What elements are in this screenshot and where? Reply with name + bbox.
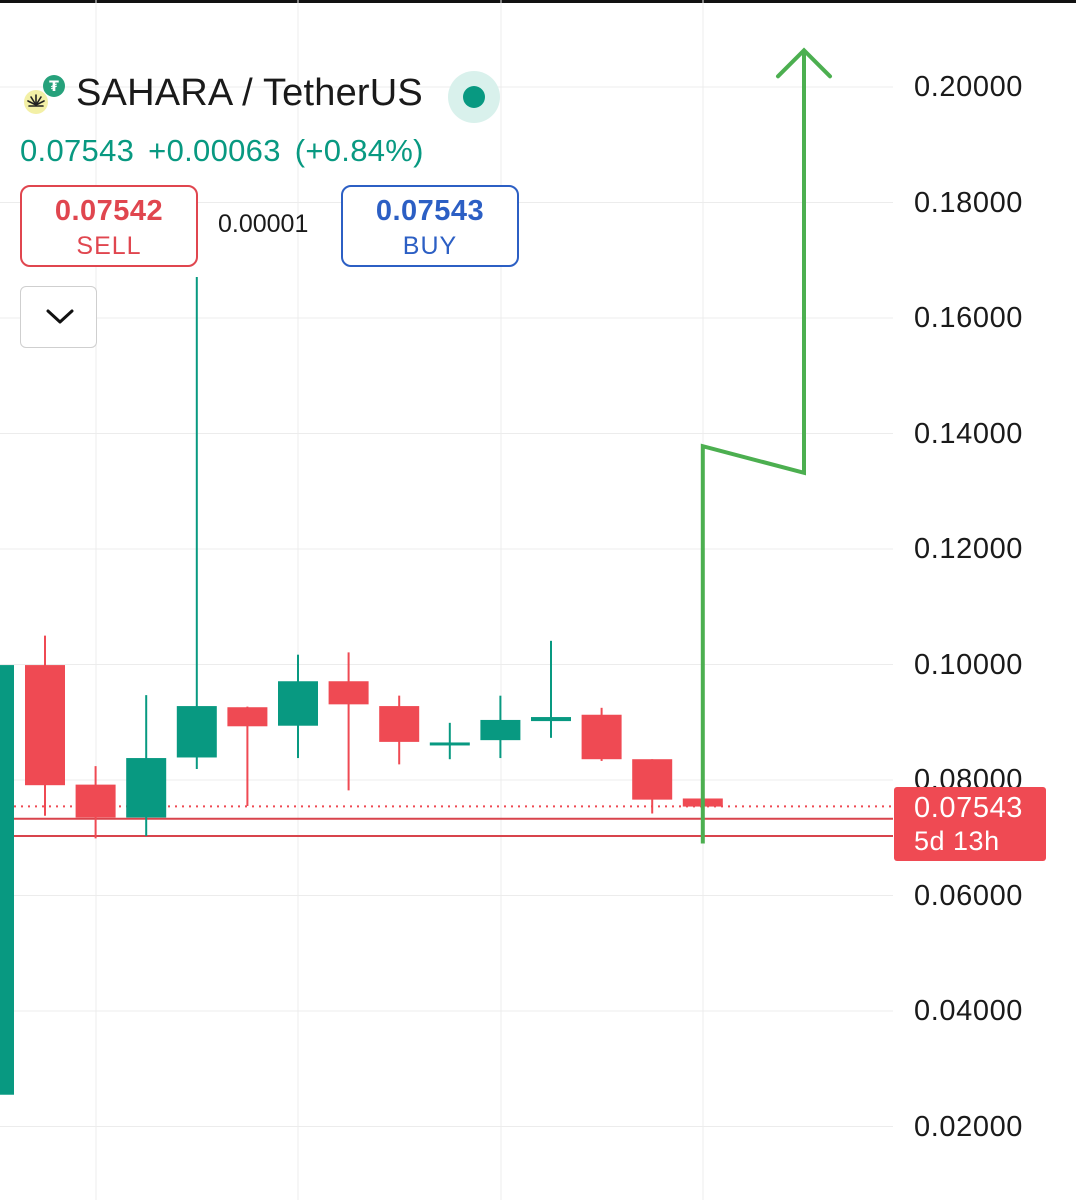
market-open-dot-icon: [463, 86, 485, 108]
price-summary: 0.07543 +0.00063 (+0.84%): [20, 133, 438, 169]
buy-price: 0.07543: [375, 195, 485, 227]
annotation-arrow-head: [776, 47, 832, 79]
candle-body: [379, 706, 420, 742]
candle-body: [126, 758, 167, 818]
legend-toggle-button[interactable]: [20, 286, 97, 348]
spread-value: 0.00001: [218, 210, 309, 238]
candle-body: [581, 714, 622, 760]
annotation-arrow-line: [700, 52, 806, 844]
y-tick-label: 0.02000: [914, 1110, 1024, 1143]
candle-countdown: 5d 13h: [914, 826, 1000, 856]
chart-annotation-arrow: [700, 47, 832, 844]
chevron-down-icon: [46, 309, 74, 324]
price-change: +0.00063: [148, 133, 281, 168]
candle-body: [227, 707, 268, 727]
y-tick-label: 0.10000: [914, 648, 1024, 681]
buy-button[interactable]: 0.07543 BUY: [341, 185, 519, 267]
sell-label: SELL: [76, 232, 142, 260]
last-price: 0.07543: [20, 133, 135, 168]
sell-button[interactable]: 0.07542 SELL: [20, 185, 198, 267]
pair-title[interactable]: SAHARA / TetherUS: [76, 72, 423, 114]
candle-body: [531, 717, 571, 722]
sahara-logo-icon: ₮: [24, 75, 65, 114]
buy-label: BUY: [402, 232, 458, 260]
last-price-label: 0.07543: [914, 792, 1024, 824]
candle-body: [328, 681, 369, 705]
y-tick-label: 0.20000: [914, 71, 1024, 103]
market-status-indicator: [448, 71, 500, 123]
top-border: [0, 0, 1076, 3]
y-tick-label: 0.06000: [914, 879, 1024, 912]
sell-price: 0.07542: [54, 195, 164, 227]
candle-body: [480, 719, 521, 741]
y-tick-label: 0.18000: [914, 186, 1024, 219]
partial-candle-body: [0, 665, 14, 1095]
y-tick-label: 0.04000: [914, 995, 1024, 1027]
candle-body: [25, 665, 65, 786]
y-tick-label: 0.14000: [914, 417, 1024, 450]
price-change-percent: (+0.84%): [294, 133, 424, 168]
y-tick-label: 0.16000: [914, 302, 1024, 334]
svg-text:₮: ₮: [49, 79, 59, 95]
chart-candles: [0, 276, 723, 1095]
chart-grid: [0, 0, 893, 1200]
candle-body: [176, 706, 217, 758]
candle-body: [278, 681, 318, 726]
y-tick-label: 0.12000: [914, 533, 1024, 565]
candle-body: [632, 759, 673, 800]
last-price-badge: 0.07543 5d 13h: [894, 787, 1046, 861]
candle-body: [75, 784, 116, 818]
candle-body: [429, 742, 470, 746]
